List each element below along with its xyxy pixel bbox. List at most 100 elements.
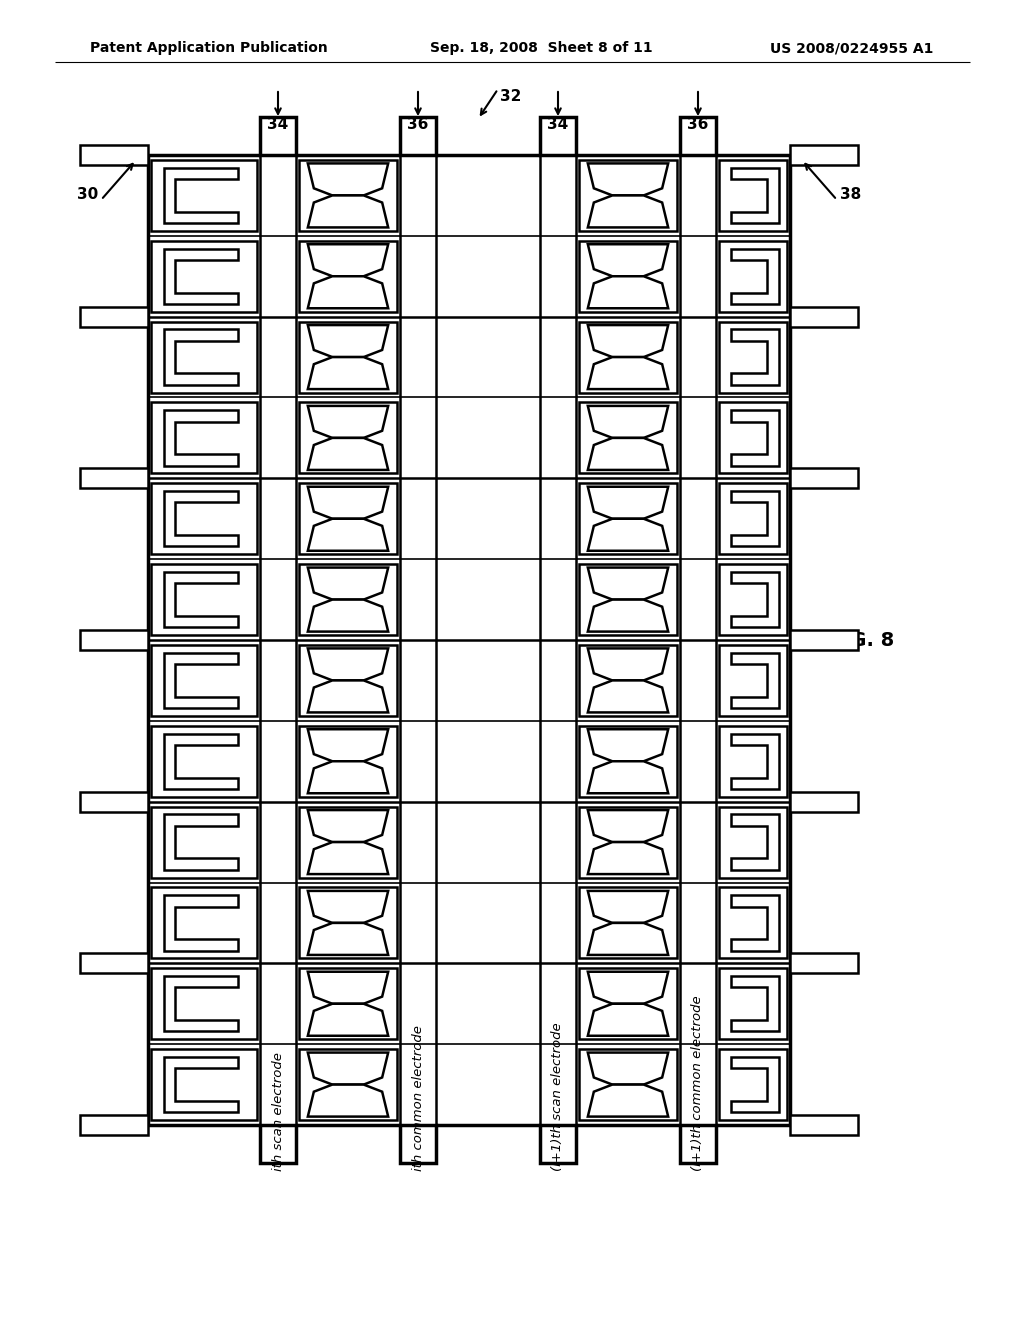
Bar: [260, 1125, 296, 1163]
Polygon shape: [588, 648, 669, 680]
Bar: [790, 1115, 858, 1135]
Polygon shape: [164, 330, 238, 385]
Polygon shape: [308, 599, 388, 631]
Polygon shape: [164, 1057, 238, 1113]
Polygon shape: [588, 195, 669, 227]
Bar: [299, 322, 397, 392]
Bar: [260, 117, 296, 154]
Text: Patent Application Publication: Patent Application Publication: [90, 41, 328, 55]
Polygon shape: [731, 895, 779, 950]
Bar: [719, 403, 787, 474]
Polygon shape: [308, 438, 388, 470]
Polygon shape: [308, 680, 388, 713]
Polygon shape: [731, 734, 779, 789]
Bar: [299, 240, 397, 312]
Bar: [790, 469, 858, 488]
Bar: [719, 483, 787, 554]
Polygon shape: [308, 810, 388, 842]
Bar: [790, 145, 858, 165]
Polygon shape: [731, 491, 779, 546]
Bar: [540, 1125, 575, 1163]
Bar: [540, 154, 575, 1125]
Polygon shape: [308, 648, 388, 680]
Polygon shape: [588, 599, 669, 631]
Polygon shape: [731, 1057, 779, 1113]
Bar: [400, 117, 436, 154]
Text: Sep. 18, 2008  Sheet 8 of 11: Sep. 18, 2008 Sheet 8 of 11: [430, 41, 652, 55]
Bar: [151, 403, 257, 474]
Polygon shape: [164, 168, 238, 223]
Polygon shape: [731, 652, 779, 708]
Polygon shape: [308, 244, 388, 276]
Text: 36: 36: [687, 117, 709, 132]
Polygon shape: [308, 762, 388, 793]
Polygon shape: [731, 168, 779, 223]
Bar: [579, 160, 677, 231]
Bar: [680, 1125, 716, 1163]
Polygon shape: [588, 487, 669, 519]
Bar: [719, 807, 787, 878]
Bar: [719, 564, 787, 635]
Text: 34: 34: [267, 117, 289, 132]
Bar: [299, 1049, 397, 1121]
Polygon shape: [308, 276, 388, 309]
Bar: [151, 1049, 257, 1121]
Text: ith common electrode: ith common electrode: [412, 1026, 425, 1171]
Polygon shape: [588, 729, 669, 762]
Polygon shape: [164, 975, 238, 1031]
Polygon shape: [308, 1003, 388, 1036]
Bar: [579, 968, 677, 1039]
Bar: [151, 483, 257, 554]
Bar: [151, 322, 257, 392]
Text: 30: 30: [77, 187, 98, 202]
Polygon shape: [308, 519, 388, 550]
Polygon shape: [308, 923, 388, 954]
Polygon shape: [731, 975, 779, 1031]
Polygon shape: [588, 923, 669, 954]
Bar: [151, 807, 257, 878]
Polygon shape: [308, 972, 388, 1003]
Bar: [80, 145, 148, 165]
Bar: [299, 160, 397, 231]
Bar: [719, 887, 787, 958]
Polygon shape: [588, 891, 669, 923]
Bar: [80, 306, 148, 326]
Polygon shape: [164, 491, 238, 546]
Bar: [80, 792, 148, 812]
Bar: [400, 154, 436, 1125]
Polygon shape: [308, 1085, 388, 1117]
Bar: [579, 645, 677, 715]
Bar: [299, 968, 397, 1039]
Polygon shape: [588, 358, 669, 389]
Polygon shape: [588, 1052, 669, 1085]
Text: US 2008/0224955 A1: US 2008/0224955 A1: [770, 41, 933, 55]
Polygon shape: [731, 411, 779, 466]
Bar: [680, 117, 716, 154]
Bar: [579, 564, 677, 635]
Polygon shape: [308, 568, 388, 599]
Polygon shape: [588, 407, 669, 438]
Bar: [151, 160, 257, 231]
Bar: [151, 564, 257, 635]
Polygon shape: [308, 325, 388, 358]
Text: FIG. 8: FIG. 8: [830, 631, 894, 649]
Polygon shape: [588, 1003, 669, 1036]
Polygon shape: [588, 164, 669, 195]
Polygon shape: [308, 358, 388, 389]
Text: (i+1)th scan electrode: (i+1)th scan electrode: [552, 1023, 564, 1171]
Bar: [579, 240, 677, 312]
Bar: [790, 630, 858, 649]
Bar: [719, 160, 787, 231]
Bar: [299, 483, 397, 554]
Polygon shape: [588, 1085, 669, 1117]
Polygon shape: [588, 680, 669, 713]
Polygon shape: [308, 195, 388, 227]
Text: (i+1)th common electrode: (i+1)th common electrode: [691, 995, 705, 1171]
Polygon shape: [588, 276, 669, 309]
Bar: [680, 154, 716, 1125]
Text: 36: 36: [408, 117, 429, 132]
Bar: [80, 469, 148, 488]
Bar: [790, 792, 858, 812]
Polygon shape: [164, 248, 238, 304]
Polygon shape: [308, 842, 388, 874]
